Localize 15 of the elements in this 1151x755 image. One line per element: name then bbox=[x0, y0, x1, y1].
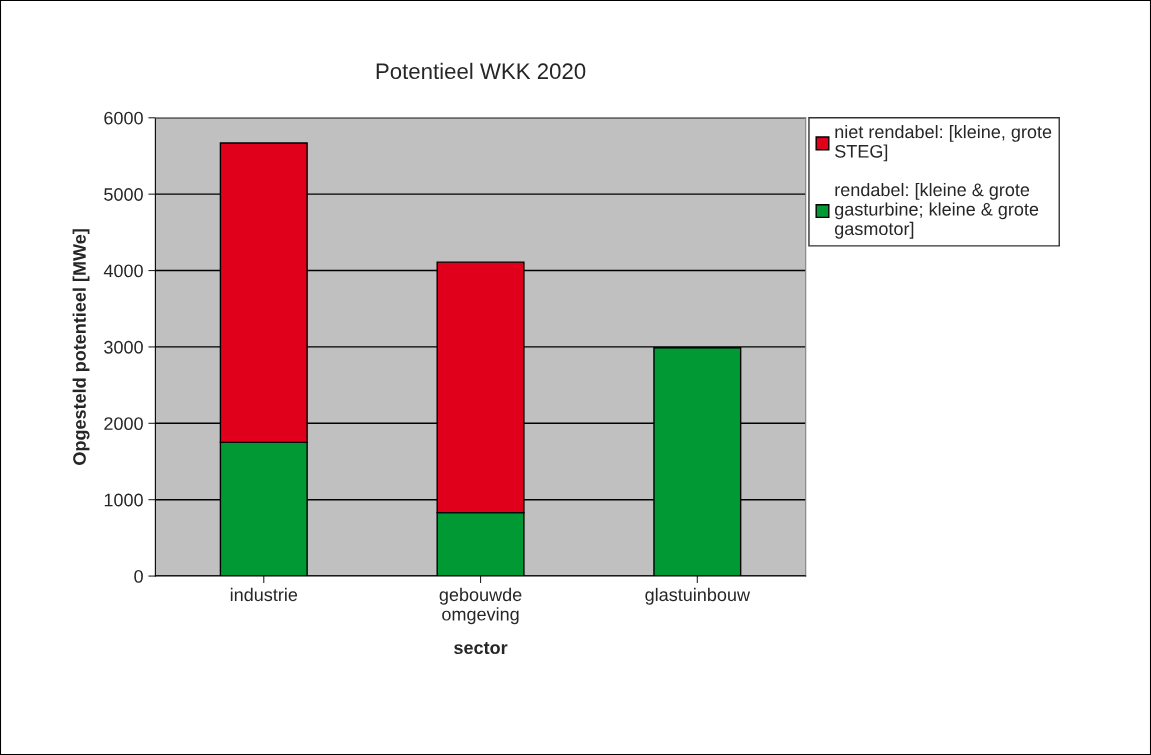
y-tick-label: 5000 bbox=[104, 188, 143, 201]
y-axis-title: Opgesteld potentieel [MWe] bbox=[72, 229, 90, 465]
x-tick-label: gebouwde omgeving bbox=[439, 587, 522, 625]
x-tick-label: glastuinbouw bbox=[645, 587, 751, 605]
y-tick-label: 4000 bbox=[103, 264, 143, 278]
y-tick-label: 2000 bbox=[104, 417, 143, 431]
y-tick-label: 6000 bbox=[104, 111, 143, 125]
x-tick-label: industrie bbox=[230, 587, 298, 602]
legend-label: rendabel: [kleine & grote gasturbine; kleine & grote gasmotor] bbox=[834, 182, 1039, 239]
y-tick-label: 0 bbox=[134, 570, 143, 583]
chart-title: Potentieel WKK 2020 bbox=[376, 62, 586, 80]
x-axis-title: sector bbox=[454, 642, 508, 655]
y-tick-label: 1000 bbox=[104, 493, 143, 507]
legend-label: niet rendabel: [kleine, grote STEG] bbox=[835, 125, 1052, 162]
y-tick-label: 3000 bbox=[104, 340, 143, 354]
